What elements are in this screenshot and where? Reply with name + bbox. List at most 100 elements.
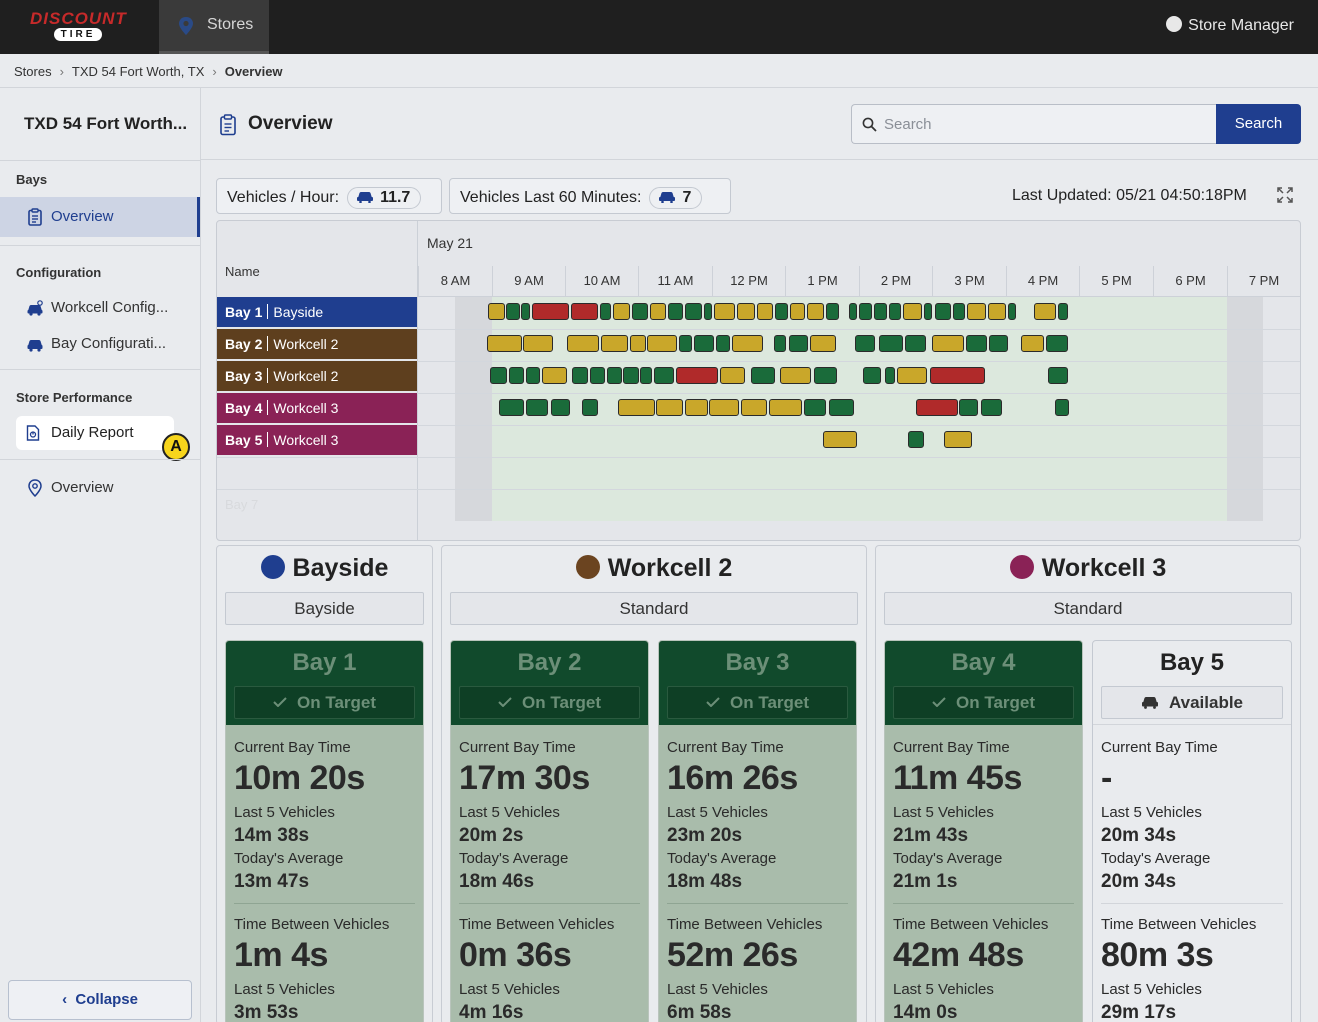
service-block[interactable] (874, 303, 887, 320)
service-block[interactable] (804, 399, 826, 416)
service-block[interactable] (953, 303, 965, 320)
service-block[interactable] (829, 399, 854, 416)
service-block[interactable] (924, 303, 932, 320)
service-block[interactable] (694, 335, 714, 352)
service-block[interactable] (567, 335, 599, 352)
service-block[interactable] (509, 367, 524, 384)
service-block[interactable] (889, 303, 901, 320)
service-block[interactable] (571, 303, 598, 320)
service-block[interactable] (685, 399, 708, 416)
service-block[interactable] (490, 367, 507, 384)
service-block[interactable] (751, 367, 775, 384)
service-block[interactable] (810, 335, 836, 352)
service-block[interactable] (775, 303, 788, 320)
sidebar-item-overview-2[interactable]: Overview (0, 468, 200, 508)
service-block[interactable] (542, 367, 567, 384)
service-block[interactable] (757, 303, 773, 320)
service-block[interactable] (1008, 303, 1016, 320)
service-block[interactable] (676, 367, 718, 384)
service-block[interactable] (737, 303, 755, 320)
service-block[interactable] (506, 303, 520, 320)
service-block[interactable] (863, 367, 881, 384)
service-block[interactable] (656, 399, 683, 416)
service-block[interactable] (989, 335, 1008, 352)
service-block[interactable] (859, 303, 872, 320)
nav-tab-stores[interactable]: Stores (159, 0, 269, 54)
service-block[interactable] (790, 303, 805, 320)
service-block[interactable] (814, 367, 837, 384)
search-input[interactable] (884, 105, 1204, 143)
service-block[interactable] (826, 303, 839, 320)
service-block[interactable] (720, 367, 745, 384)
service-block[interactable] (551, 399, 570, 416)
service-block[interactable] (905, 335, 926, 352)
user-menu[interactable]: Store Manager (1166, 16, 1294, 35)
sidebar-item-overview[interactable]: Overview (0, 197, 200, 237)
service-block[interactable] (916, 399, 958, 416)
service-block[interactable] (499, 399, 524, 416)
service-block[interactable] (572, 367, 588, 384)
breadcrumb-stores[interactable]: Stores (14, 64, 52, 79)
service-block[interactable] (714, 303, 735, 320)
service-block[interactable] (908, 431, 924, 448)
service-block[interactable] (879, 335, 903, 352)
sidebar-item-workcell-config[interactable]: Workcell Config... (0, 288, 200, 328)
service-block[interactable] (789, 335, 808, 352)
service-block[interactable] (613, 303, 630, 320)
service-block[interactable] (704, 303, 712, 320)
service-block[interactable] (532, 303, 569, 320)
timeline-row-label[interactable]: Bay 4 Workcell 3 (217, 393, 417, 423)
service-block[interactable] (823, 431, 857, 448)
service-block[interactable] (582, 399, 598, 416)
service-block[interactable] (959, 399, 978, 416)
service-block[interactable] (1055, 399, 1069, 416)
service-block[interactable] (855, 335, 875, 352)
service-block[interactable] (600, 303, 611, 320)
service-block[interactable] (1058, 303, 1068, 320)
discount-tire-logo[interactable]: DISCOUNT TIRE (30, 10, 126, 42)
service-block[interactable] (897, 367, 927, 384)
service-block[interactable] (526, 399, 548, 416)
service-block[interactable] (967, 303, 986, 320)
service-block[interactable] (741, 399, 767, 416)
service-block[interactable] (523, 335, 553, 352)
service-block[interactable] (679, 335, 692, 352)
service-block[interactable] (1046, 335, 1068, 352)
search-button[interactable]: Search (1216, 104, 1301, 144)
sidebar-item-daily-report[interactable]: Daily Report (16, 416, 174, 450)
breadcrumb-store[interactable]: TXD 54 Fort Worth, TX (71, 64, 205, 79)
service-block[interactable] (590, 367, 605, 384)
service-block[interactable] (685, 303, 702, 320)
collapse-button[interactable]: ‹ Collapse (8, 980, 192, 1020)
service-block[interactable] (930, 367, 985, 384)
service-block[interactable] (1021, 335, 1044, 352)
service-block[interactable] (966, 335, 987, 352)
service-block[interactable] (487, 335, 522, 352)
service-block[interactable] (488, 303, 505, 320)
service-block[interactable] (623, 367, 639, 384)
fullscreen-icon[interactable] (1277, 187, 1293, 203)
service-block[interactable] (944, 431, 972, 448)
service-block[interactable] (607, 367, 622, 384)
timeline-row-label[interactable]: Bay 3 Workcell 2 (217, 361, 417, 391)
service-block[interactable] (885, 367, 895, 384)
service-block[interactable] (640, 367, 652, 384)
service-block[interactable] (632, 303, 648, 320)
bay-card[interactable]: Bay 3 On Target Current Bay Time 16m 26s Las… (658, 640, 857, 1022)
bay-card[interactable]: Bay 5 Available Current Bay Time - Last 5 Ve… (1092, 640, 1292, 1022)
timeline-row-label[interactable]: Bay 2 Workcell 2 (217, 329, 417, 359)
service-block[interactable] (774, 335, 786, 352)
service-block[interactable] (988, 303, 1006, 320)
service-block[interactable] (769, 399, 802, 416)
service-block[interactable] (521, 303, 530, 320)
service-block[interactable] (932, 335, 964, 352)
service-block[interactable] (1034, 303, 1056, 320)
service-block[interactable] (654, 367, 674, 384)
timeline-row-label[interactable]: Bay 1 Bayside (217, 297, 417, 327)
service-block[interactable] (647, 335, 677, 352)
service-block[interactable] (526, 367, 540, 384)
service-block[interactable] (650, 303, 666, 320)
bay-card[interactable]: Bay 4 On Target Current Bay Time 11m 45s Las… (884, 640, 1083, 1022)
service-block[interactable] (903, 303, 922, 320)
service-block[interactable] (780, 367, 811, 384)
